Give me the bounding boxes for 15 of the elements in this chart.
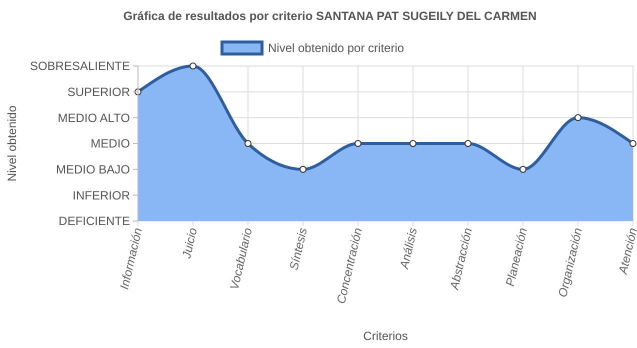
category-label: SUPERIOR	[67, 85, 130, 100]
x-axis-title: Criterios	[363, 329, 408, 343]
x-tick-label: Juicio	[179, 226, 200, 261]
category-label: INFERIOR	[72, 188, 130, 202]
chart-title: Gráfica de resultados por criterio SANTANA PAT SUGEILY DEL CARMEN	[123, 9, 537, 23]
x-tick-label: Síntesis	[286, 226, 310, 272]
legend-label: Nivel obtenido por criterio	[268, 41, 404, 55]
category-label: MEDIO ALTO	[58, 110, 130, 125]
category-label: SOBRESALIENTE	[30, 59, 130, 74]
x-tick-label: Análisis	[396, 226, 420, 271]
category-label: DEFICIENTE	[58, 214, 130, 228]
text: Nivel obtenido	[5, 105, 19, 182]
x-tick-label: Atención	[616, 226, 637, 276]
category-label: MEDIO BAJO	[56, 162, 130, 177]
category-label: MEDIO	[90, 136, 130, 151]
